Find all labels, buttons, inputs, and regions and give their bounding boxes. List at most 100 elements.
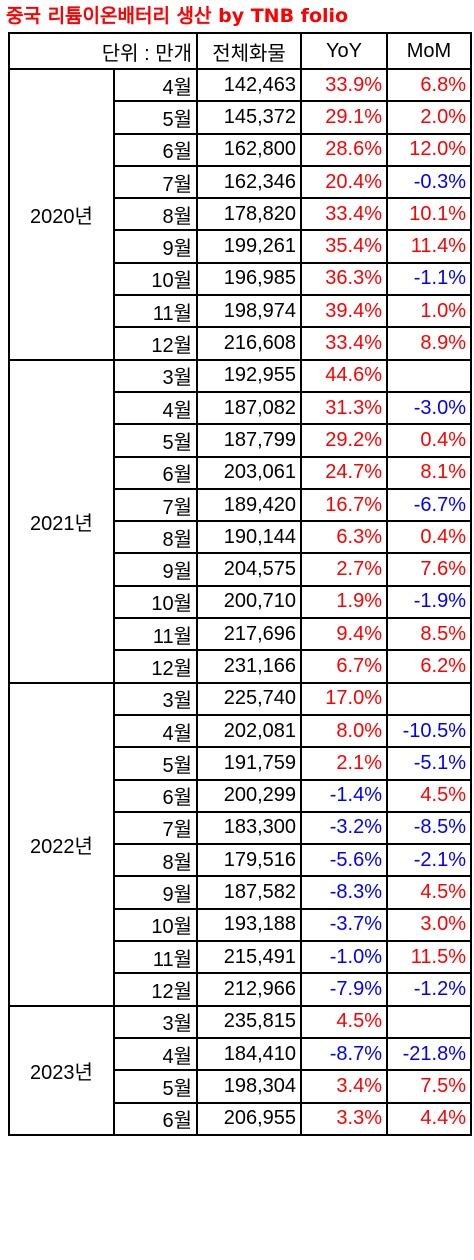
yoy-cell: 1.9% [300, 584, 388, 620]
yoy-cell: 2.1% [300, 746, 388, 781]
total-cell: 202,081 [196, 713, 302, 749]
mom-cell: 6.2% [386, 649, 472, 684]
month-cell: 4월 [113, 713, 198, 749]
month-cell: 5월 [113, 100, 198, 135]
table-row: 11월 198,974 39.4% 1.0% [9, 294, 472, 329]
yoy-cell: 36.3% [300, 261, 388, 297]
month-cell: 7월 [113, 164, 198, 200]
month-cell: 4월 [113, 390, 198, 426]
yoy-cell: 8.0% [300, 713, 388, 749]
month-cell: 3월 [113, 681, 198, 716]
month-cell: 11월 [113, 940, 198, 975]
month-cell: 10월 [113, 261, 198, 297]
total-cell: 162,800 [196, 132, 302, 167]
month-cell: 4월 [113, 67, 198, 103]
table-row: 2020년 4월 142,463 33.9% 6.8% [8, 67, 472, 361]
table-row: 7월 183,300 -3.2% -8.5% [9, 810, 472, 846]
yoy-cell: -1.4% [300, 778, 388, 813]
total-cell: 203,061 [196, 455, 302, 490]
month-cell: 6월 [113, 1101, 198, 1136]
mom-cell: 4.5% [386, 875, 472, 910]
mom-cell: 12.0% [386, 132, 472, 167]
table-row: 2022년 3월 225,740 17.0% [8, 681, 472, 1007]
month-cell: 10월 [113, 584, 198, 620]
total-cell: 189,420 [196, 487, 302, 523]
mom-cell: 4.5% [386, 778, 472, 813]
month-cell: 12월 [113, 326, 198, 361]
mom-cell: 0.4% [386, 423, 472, 458]
mom-cell: 7.6% [386, 552, 472, 587]
table-row: 10월 196,985 36.3% -1.1% [9, 261, 472, 297]
mom-cell: 8.9% [386, 326, 472, 361]
total-cell: 183,300 [196, 810, 302, 846]
total-cell: 178,820 [196, 197, 302, 232]
month-cell: 5월 [113, 1069, 198, 1104]
total-cell: 162,346 [196, 164, 302, 200]
total-cell: 215,491 [196, 940, 302, 975]
total-cell: 206,955 [196, 1101, 302, 1136]
mom-cell: 7.5% [386, 1069, 472, 1104]
total-cell: 184,410 [196, 1036, 302, 1072]
mom-cell: -5.1% [386, 746, 472, 781]
table-row: 6월 203,061 24.7% 8.1% [9, 455, 472, 490]
total-cell: 212,966 [196, 972, 302, 1007]
table-row: 9월 187,582 -8.3% 4.5% [9, 875, 472, 910]
total-cell: 198,974 [196, 294, 302, 329]
total-cell: 217,696 [196, 617, 302, 652]
month-cell: 6월 [113, 132, 198, 167]
total-cell: 216,608 [196, 326, 302, 361]
total-cell: 204,575 [196, 552, 302, 587]
yoy-cell: 17.0% [300, 681, 388, 716]
column-header-total: 전체화물 [196, 32, 302, 70]
month-cell: 9월 [113, 875, 198, 910]
mom-cell [386, 681, 472, 716]
yoy-cell: -7.9% [300, 972, 388, 1007]
mom-cell: 6.8% [386, 67, 472, 103]
mom-cell [386, 1004, 472, 1039]
total-cell: 231,166 [196, 649, 302, 684]
total-cell: 196,985 [196, 261, 302, 297]
column-header-mom: MoM [386, 32, 472, 70]
total-cell: 193,188 [196, 907, 302, 943]
yoy-cell: 3.3% [300, 1101, 388, 1136]
mom-cell: -0.3% [386, 164, 472, 200]
yoy-cell: -8.7% [300, 1036, 388, 1072]
total-cell: 200,299 [196, 778, 302, 813]
yoy-cell: 33.4% [300, 197, 388, 232]
yoy-cell: -8.3% [300, 875, 388, 910]
table-row: 12월 216,608 33.4% 8.9% [9, 326, 472, 361]
total-cell: 199,261 [196, 229, 302, 264]
month-cell: 8월 [113, 197, 198, 232]
month-cell: 11월 [113, 294, 198, 329]
yoy-cell: 6.7% [300, 649, 388, 684]
yoy-cell: 4.5% [300, 1004, 388, 1039]
yoy-cell: -5.6% [300, 843, 388, 878]
table-body: 단위 : 만개 전체화물 YoY MoM 2020년 4월 142,463 33.9%… [8, 32, 472, 1136]
month-cell: 7월 [113, 487, 198, 523]
month-cell: 3월 [113, 1004, 198, 1039]
total-cell: 225,740 [196, 681, 302, 716]
yoy-cell: 35.4% [300, 229, 388, 264]
month-cell: 11월 [113, 617, 198, 652]
column-header-yoy: YoY [300, 32, 388, 70]
mom-cell: -8.5% [386, 810, 472, 846]
mom-cell: 11.5% [386, 940, 472, 975]
month-cell: 6월 [113, 778, 198, 813]
yoy-cell: 44.6% [300, 358, 388, 393]
month-cell: 9월 [113, 552, 198, 587]
month-cell: 4월 [113, 1036, 198, 1072]
table-row: 11월 217,696 9.4% 8.5% [9, 617, 472, 652]
total-cell: 191,759 [196, 746, 302, 781]
table-row: 5월 191,759 2.1% -5.1% [9, 746, 472, 781]
table-row: 6월 200,299 -1.4% 4.5% [9, 778, 472, 813]
total-cell: 198,304 [196, 1069, 302, 1104]
table-row: 9월 199,261 35.4% 11.4% [9, 229, 472, 264]
mom-cell: -1.9% [386, 584, 472, 620]
total-cell: 192,955 [196, 358, 302, 393]
mom-cell [386, 358, 472, 393]
mom-cell: 11.4% [386, 229, 472, 264]
mom-cell: 3.0% [386, 907, 472, 943]
yoy-cell: 24.7% [300, 455, 388, 490]
total-cell: 145,372 [196, 100, 302, 135]
mom-cell: 4.4% [386, 1101, 472, 1136]
